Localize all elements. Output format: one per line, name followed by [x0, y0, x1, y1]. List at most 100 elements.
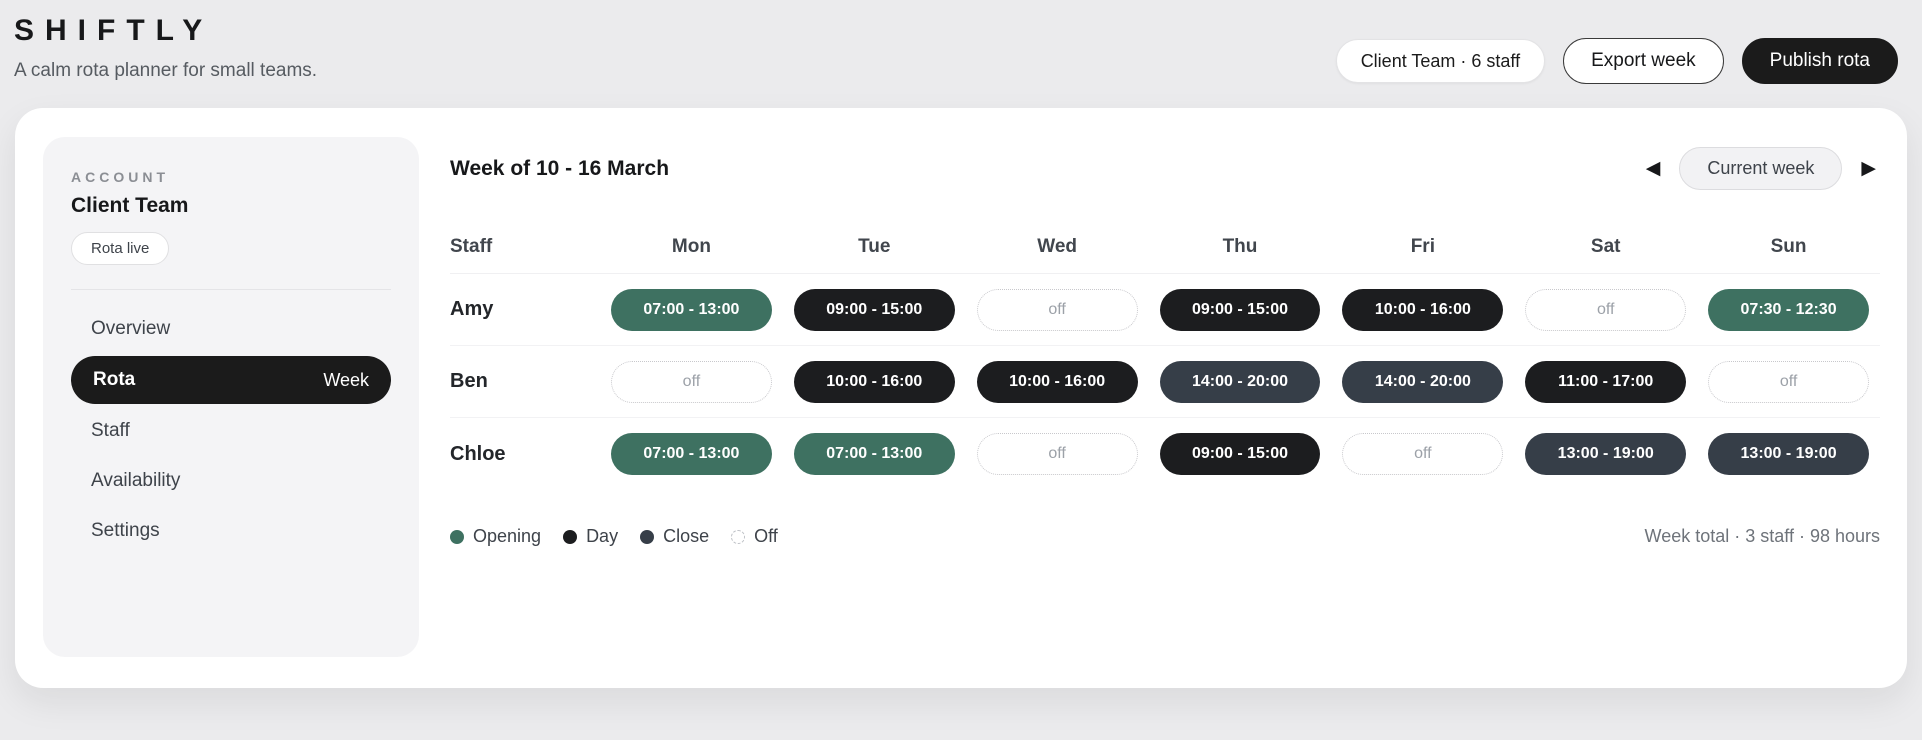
account-section-label: ACCOUNT — [71, 169, 169, 185]
legend-item-off: Off — [731, 526, 778, 547]
off-pill[interactable]: off — [976, 433, 1138, 475]
legend-off-dot-icon — [731, 529, 746, 544]
rota-live-badge: Rota live — [71, 232, 170, 265]
legend-close-dot-icon — [640, 529, 655, 544]
shift-pill[interactable]: 14:00 - 20:00 — [1159, 360, 1321, 403]
column-header-sat: Sat — [1590, 236, 1621, 257]
legend-day-dot-icon — [563, 529, 578, 544]
team-summary-chip: Client Team · 6 staff — [1335, 39, 1546, 83]
sidebar-divider — [71, 289, 391, 290]
legend-label: Off — [754, 526, 778, 546]
sidebar-item-label: Availability — [91, 470, 181, 491]
shift-cell: 13:00 - 19:00 — [1697, 433, 1880, 475]
next-week-icon[interactable]: ▶ — [1857, 157, 1880, 180]
shift-pill[interactable]: 07:30 - 12:30 — [1708, 288, 1869, 331]
off-pill[interactable]: off — [611, 360, 772, 403]
shift-cell: 09:00 - 15:00 — [1149, 433, 1332, 475]
header-actions: Client Team · 6 staff Export week Publis… — [1335, 38, 1898, 84]
shift-cell: off — [966, 288, 1149, 331]
shift-cell: off — [1514, 288, 1697, 331]
column-header-staff: Staff — [450, 236, 493, 257]
shift-pill[interactable]: 09:00 - 15:00 — [793, 288, 955, 331]
legend-label: Close — [663, 526, 710, 546]
column-header-thu: Thu — [1222, 236, 1258, 257]
shift-cell: off — [600, 360, 783, 403]
shift-cell: 14:00 - 20:00 — [1331, 360, 1514, 403]
shift-pill[interactable]: 09:00 - 15:00 — [1159, 288, 1321, 331]
shift-cell: 13:00 - 19:00 — [1514, 433, 1697, 475]
shift-cell: 10:00 - 16:00 — [966, 360, 1149, 403]
prev-week-icon[interactable]: ◀ — [1642, 157, 1665, 180]
current-week-button[interactable]: Current week — [1679, 147, 1843, 190]
shift-pill[interactable]: 09:00 - 15:00 — [1159, 433, 1321, 475]
off-pill[interactable]: off — [1342, 433, 1504, 475]
shift-pill[interactable]: 11:00 - 17:00 — [1525, 360, 1687, 403]
app-tagline: A calm rota planner for small teams. — [14, 60, 318, 81]
rota-footer: Opening Day Close Off Week total · 3 staff … — [450, 526, 1880, 547]
staff-name: Chloe — [450, 442, 506, 465]
shift-pill[interactable]: 13:00 - 19:00 — [1525, 433, 1687, 475]
rota-body: Amy 07:00 - 13:00 09:00 - 15:00 off 09:00 - … — [450, 274, 1880, 490]
shift-cell: 11:00 - 17:00 — [1514, 360, 1697, 403]
column-header-mon: Mon — [671, 236, 711, 257]
sidebar-item-rota[interactable]: Rota Week — [71, 356, 391, 404]
sidebar-item-label: Overview — [91, 318, 171, 339]
staff-name: Ben — [450, 370, 488, 392]
export-week-button[interactable]: Export week — [1563, 38, 1724, 84]
rota-row: Ben off 10:00 - 16:00 10:00 - 16:00 14:00 - … — [450, 346, 1880, 418]
main-card: ACCOUNT Client Team Rota live Overview Ro… — [15, 108, 1907, 688]
shift-pill[interactable]: 10:00 - 16:00 — [1342, 288, 1504, 331]
off-pill[interactable]: off — [1708, 360, 1869, 403]
sidebar-item-label: Settings — [91, 520, 160, 541]
sidebar-item-availability[interactable]: Availability — [71, 458, 391, 504]
shift-cell: 07:00 - 13:00 — [783, 433, 966, 475]
legend-label: Opening — [473, 526, 542, 546]
rota-header-row: Staff Mon Tue Wed Thu Fri Sat Sun — [450, 236, 1880, 274]
shift-pill[interactable]: 14:00 - 20:00 — [1342, 360, 1504, 403]
shift-legend: Opening Day Close Off — [450, 526, 778, 547]
week-total: Week total · 3 staff · 98 hours — [1644, 526, 1880, 546]
sidebar-nav: Overview Rota Week Staff Availability Setting… — [71, 306, 391, 554]
column-header-tue: Tue — [858, 236, 891, 257]
shift-pill[interactable]: 07:00 - 13:00 — [793, 433, 955, 475]
team-name: Client Team — [71, 194, 189, 217]
shift-cell: 09:00 - 15:00 — [1149, 288, 1332, 331]
shift-cell: off — [1697, 360, 1880, 403]
week-navigation: ◀ Current week ▶ — [1642, 147, 1880, 190]
shift-cell: 07:00 - 13:00 — [600, 433, 783, 475]
sidebar-item-overview[interactable]: Overview — [71, 306, 391, 352]
legend-item-close: Close — [640, 526, 709, 547]
week-title: Week of 10 - 16 March — [450, 156, 670, 180]
off-pill[interactable]: off — [976, 288, 1138, 331]
week-bar: Week of 10 - 16 March ◀ Current week ▶ — [450, 147, 1880, 190]
shift-cell: 09:00 - 15:00 — [783, 288, 966, 331]
shift-pill[interactable]: 13:00 - 19:00 — [1708, 433, 1869, 475]
shift-pill[interactable]: 10:00 - 16:00 — [793, 360, 955, 403]
shift-cell: off — [1331, 433, 1514, 475]
sidebar-item-staff[interactable]: Staff — [71, 408, 391, 454]
shift-cell: 07:00 - 13:00 — [600, 288, 783, 331]
publish-rota-button[interactable]: Publish rota — [1741, 38, 1898, 84]
legend-item-day: Day — [563, 526, 618, 547]
column-header-wed: Wed — [1037, 236, 1078, 257]
rota-row: Chloe 07:00 - 13:00 07:00 - 13:00 off 09:00 … — [450, 418, 1880, 490]
sidebar-item-label: Staff — [91, 420, 130, 441]
shift-pill[interactable]: 07:00 - 13:00 — [611, 433, 772, 475]
sidebar: ACCOUNT Client Team Rota live Overview Ro… — [43, 137, 419, 657]
sidebar-item-settings[interactable]: Settings — [71, 508, 391, 554]
legend-opening-dot-icon — [450, 529, 464, 544]
shift-cell: 10:00 - 16:00 — [1331, 288, 1514, 331]
shift-pill[interactable]: 07:00 - 13:00 — [611, 288, 772, 331]
rota-row: Amy 07:00 - 13:00 09:00 - 15:00 off 09:00 - … — [450, 274, 1880, 346]
shift-cell: 14:00 - 20:00 — [1149, 360, 1332, 403]
shift-pill[interactable]: 10:00 - 16:00 — [976, 360, 1138, 403]
legend-label: Day — [586, 526, 619, 546]
shift-cell: 10:00 - 16:00 — [783, 360, 966, 403]
brand: SHIFTLY A calm rota planner for small te… — [14, 12, 317, 82]
shift-cell: off — [966, 433, 1149, 475]
off-pill[interactable]: off — [1525, 288, 1687, 331]
shift-cell: 07:30 - 12:30 — [1697, 288, 1880, 331]
main-content: Week of 10 - 16 March ◀ Current week ▶ S… — [419, 137, 1880, 657]
page-header: SHIFTLY A calm rota planner for small te… — [0, 0, 1922, 84]
legend-item-opening: Opening — [450, 526, 541, 547]
